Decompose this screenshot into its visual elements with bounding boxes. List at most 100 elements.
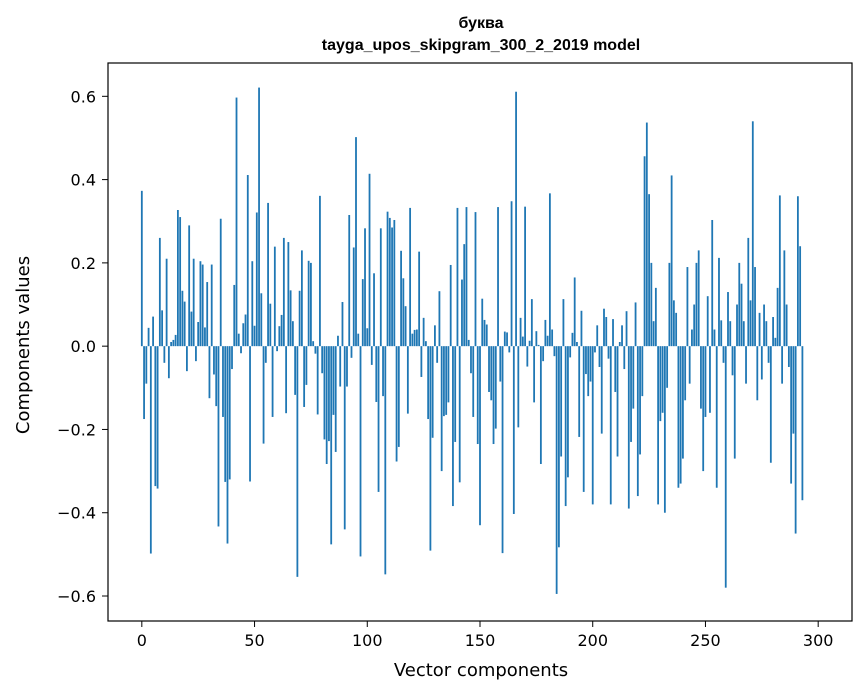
bar (143, 346, 145, 420)
bar (420, 346, 423, 377)
bar (530, 299, 533, 347)
bar (776, 287, 779, 347)
bar (679, 346, 682, 484)
bar (458, 346, 461, 483)
bar (528, 340, 531, 347)
bar (548, 193, 551, 347)
bar (718, 257, 720, 347)
bar (395, 346, 398, 462)
bar (567, 346, 569, 478)
bar (582, 346, 585, 492)
bar (481, 298, 484, 347)
bar (402, 278, 405, 347)
bar (754, 267, 756, 347)
x-tick-label: 0 (137, 631, 147, 650)
bar (510, 201, 513, 347)
bar (291, 321, 294, 347)
bar (231, 346, 233, 370)
bar (427, 346, 430, 420)
bar (704, 346, 707, 417)
bar (449, 264, 452, 347)
bar (589, 346, 592, 382)
bar (366, 328, 369, 347)
bar (346, 346, 348, 387)
bar (661, 346, 664, 413)
bar (300, 250, 303, 347)
bar (269, 303, 272, 347)
bar (526, 346, 529, 367)
bar (535, 331, 538, 347)
bar (483, 319, 486, 347)
bar (253, 325, 256, 347)
bar (614, 346, 617, 392)
bar (596, 325, 599, 347)
bar (623, 346, 626, 370)
bar (422, 317, 425, 347)
bar (760, 346, 763, 380)
bar (553, 346, 556, 357)
bar (796, 196, 799, 347)
bar (645, 122, 648, 347)
bar (179, 217, 182, 347)
bar (251, 261, 254, 347)
bar (273, 246, 276, 347)
bar (672, 300, 675, 347)
bar (393, 219, 396, 347)
bar (467, 339, 470, 347)
bar (675, 312, 678, 347)
bar (715, 346, 718, 488)
bar (778, 195, 781, 347)
x-tick-label: 300 (803, 631, 834, 650)
bar (700, 346, 702, 409)
bar (215, 346, 218, 407)
bar (382, 346, 384, 397)
bar (618, 342, 621, 347)
bar (747, 237, 750, 347)
bar (499, 346, 502, 382)
bar (397, 346, 400, 447)
bar (447, 346, 450, 403)
bar (235, 97, 238, 347)
bar (264, 346, 267, 363)
bar (429, 346, 432, 551)
bar (731, 346, 734, 376)
bar (325, 346, 328, 465)
bar (249, 346, 251, 482)
bar (452, 346, 454, 507)
bar (388, 217, 391, 347)
bar (208, 346, 211, 399)
bar (176, 210, 179, 347)
bar (485, 324, 488, 347)
bar (305, 346, 308, 385)
bar (555, 346, 558, 594)
bar (181, 290, 184, 347)
bar (431, 346, 434, 438)
bar (702, 346, 705, 472)
bar (285, 346, 288, 414)
bar (542, 346, 545, 362)
bar (609, 346, 612, 505)
bar (233, 284, 236, 347)
bar (213, 346, 215, 375)
bar (494, 346, 497, 429)
bar (625, 311, 628, 347)
x-tick-label: 50 (244, 631, 264, 650)
bar (763, 304, 765, 347)
bar (154, 346, 157, 487)
bar (736, 304, 738, 347)
bar (456, 207, 459, 347)
bar (603, 308, 605, 347)
bar (627, 346, 630, 509)
bar (294, 346, 297, 395)
bar (319, 195, 321, 347)
bar (711, 219, 714, 347)
bar (352, 247, 355, 347)
bar (654, 287, 657, 347)
bar (607, 346, 610, 359)
bar (246, 175, 249, 347)
bar (470, 346, 472, 374)
bar (765, 321, 768, 347)
bar (490, 346, 493, 401)
bar (641, 346, 644, 397)
bar (278, 326, 281, 347)
